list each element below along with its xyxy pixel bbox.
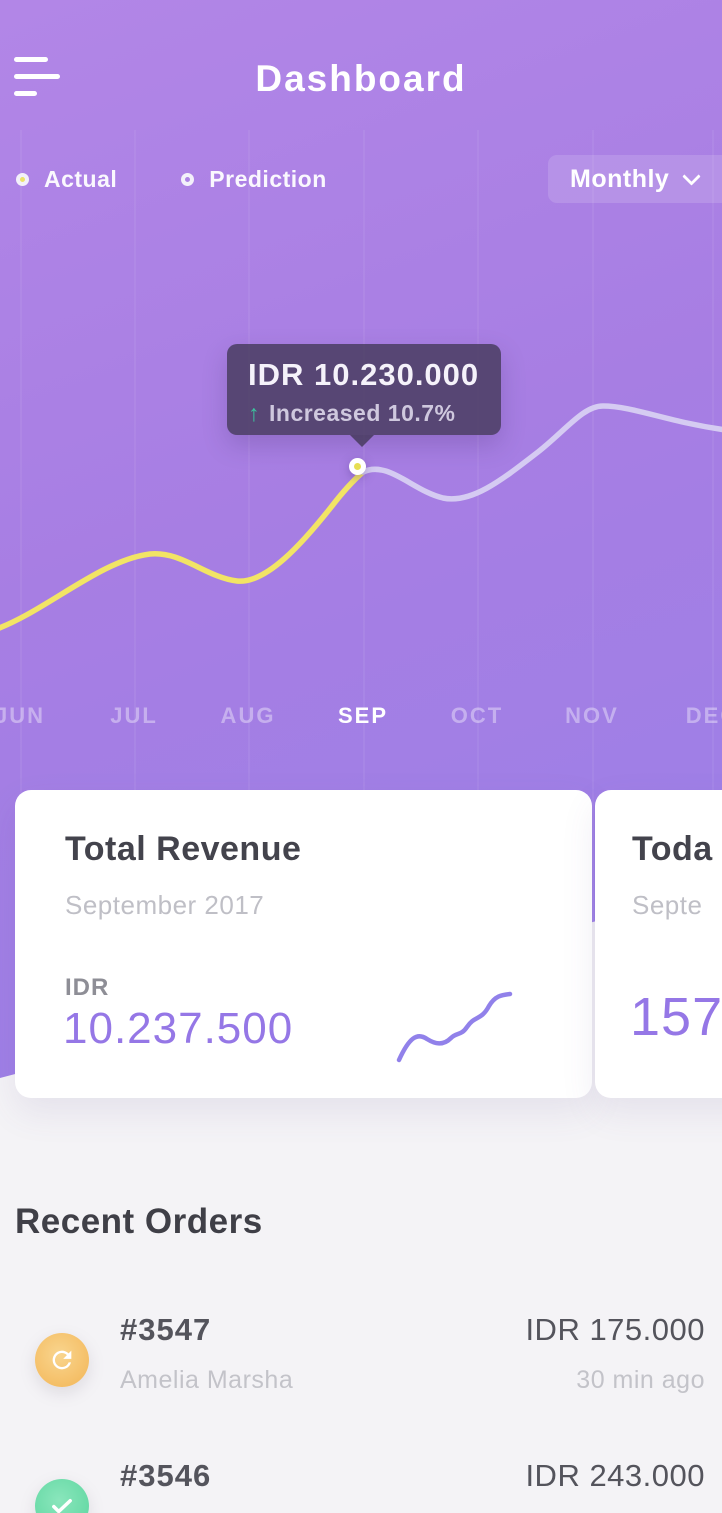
- period-selector[interactable]: Monthly: [548, 155, 722, 203]
- actual-dot-icon: [16, 173, 29, 186]
- order-time: 30 min ago: [576, 1366, 705, 1394]
- legend-prediction-label: Prediction: [209, 166, 327, 192]
- order-status-badge: [35, 1333, 89, 1387]
- period-selector-value: Monthly: [570, 164, 670, 193]
- gridline: [712, 130, 714, 1078]
- month-label-active[interactable]: SEP: [337, 703, 389, 728]
- legend-prediction: Prediction: [181, 166, 326, 193]
- prediction-series-line: [360, 403, 722, 502]
- tooltip-change: ↑ Increased 10.7%: [248, 400, 501, 427]
- legend-actual: Actual: [16, 166, 117, 193]
- currency-label: IDR: [65, 974, 110, 1001]
- arrow-up-icon: ↑: [248, 400, 260, 426]
- month-label[interactable]: JUN: [0, 703, 46, 728]
- order-status-badge: [35, 1479, 89, 1513]
- chevron-down-icon: [682, 166, 702, 186]
- tooltip-value: IDR 10.230.000: [248, 357, 480, 392]
- today-card[interactable]: Toda Septe 157: [595, 790, 722, 1098]
- card-title: Toda: [632, 830, 713, 868]
- page-title: Dashboard: [255, 58, 467, 99]
- card-subtitle: Septe: [632, 890, 703, 920]
- x-axis-months: JUN JUL AUG SEP OCT NOV DEC: [0, 703, 722, 733]
- order-id: #3547: [120, 1312, 212, 1347]
- refresh-icon: [52, 1350, 72, 1370]
- chart-tooltip: IDR 10.230.000 ↑ Increased 10.7%: [227, 344, 501, 447]
- revenue-line-chart: [0, 403, 722, 633]
- hamburger-menu-icon[interactable]: [14, 57, 66, 103]
- month-label[interactable]: AUG: [220, 703, 276, 728]
- order-row[interactable]: #3547 Amelia Marsha IDR 175.000 30 min a…: [0, 1300, 722, 1410]
- order-customer: Amelia Marsha: [120, 1366, 294, 1394]
- chart-legend: Actual Prediction: [16, 166, 327, 193]
- legend-actual-label: Actual: [44, 166, 118, 192]
- gridline: [20, 130, 22, 1078]
- total-revenue-card[interactable]: Total Revenue September 2017 IDR 10.237.…: [15, 790, 592, 1098]
- month-label[interactable]: NOV: [565, 703, 619, 728]
- month-label[interactable]: JUL: [110, 703, 158, 728]
- order-amount: IDR 175.000: [525, 1312, 705, 1347]
- month-label[interactable]: DEC: [685, 703, 722, 728]
- order-row[interactable]: #3546 IDR 243.000: [0, 1446, 722, 1513]
- recent-orders-heading: Recent Orders: [15, 1202, 263, 1241]
- trend-up-sparkline-icon: [396, 991, 513, 1063]
- check-icon: [52, 1499, 72, 1513]
- prediction-dot-icon: [181, 173, 195, 186]
- gridline: [363, 130, 365, 1078]
- gridline: [134, 130, 136, 1078]
- selected-point-marker[interactable]: [349, 458, 366, 475]
- today-value: 157: [630, 987, 722, 1047]
- card-title: Total Revenue: [65, 830, 302, 868]
- gridline: [248, 130, 250, 1078]
- order-id: #3546: [120, 1458, 212, 1493]
- revenue-value: 10.237.500: [63, 1004, 294, 1053]
- card-subtitle: September 2017: [65, 890, 265, 920]
- actual-series-line: [0, 469, 366, 633]
- month-label[interactable]: OCT: [450, 703, 504, 728]
- gridline: [477, 130, 479, 1078]
- order-amount: IDR 243.000: [525, 1458, 705, 1493]
- tooltip-change-text: Increased 10.7%: [269, 400, 456, 426]
- gridline: [592, 130, 594, 1078]
